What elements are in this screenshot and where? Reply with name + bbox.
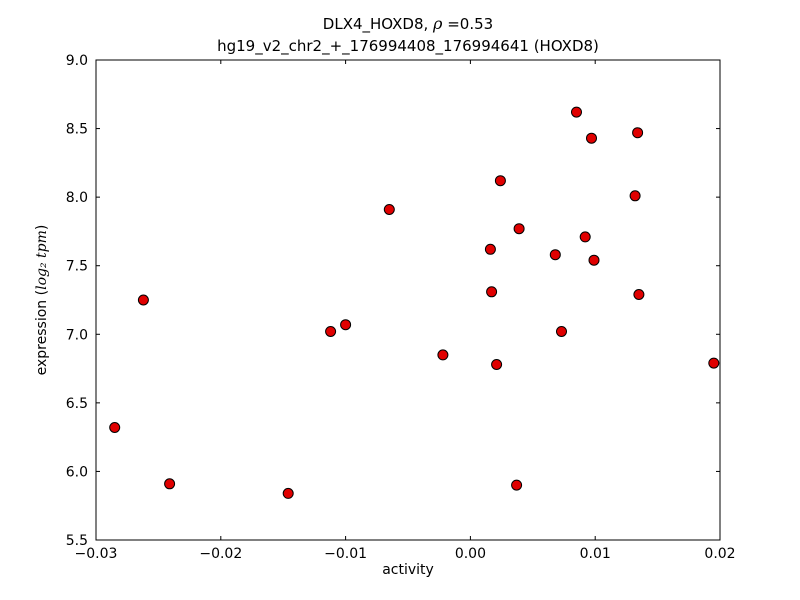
data-point	[484, 243, 496, 255]
data-point	[629, 190, 641, 202]
chart-title: DLX4_HOXD8, ρ =0.53 hg19_v2_chr2_+_17699…	[96, 12, 720, 58]
data-point	[491, 359, 503, 370]
data-point	[340, 319, 352, 331]
title-text-suffix: =0.53	[442, 15, 494, 33]
y-tick-label: 8.5	[66, 122, 88, 138]
y-tick-label: 9.0	[66, 53, 88, 69]
data-point	[633, 289, 645, 300]
chart-title-line1: DLX4_HOXD8, ρ =0.53	[96, 12, 720, 36]
chart-title-line2: hg19_v2_chr2_+_176994408_176994641 (HOXD…	[217, 36, 599, 55]
data-point	[282, 487, 294, 499]
data-point	[383, 204, 395, 215]
y-tick-label: 7.0	[66, 327, 88, 343]
y-label-prefix: expression (	[34, 289, 50, 376]
y-label-suffix: )	[34, 224, 50, 231]
y-axis-label: expression (log₂ tpm)	[34, 225, 50, 376]
y-tick-label: 6.0	[66, 464, 88, 480]
data-point	[164, 478, 176, 490]
y-tick-label: 8.0	[66, 190, 88, 206]
data-point	[556, 326, 567, 337]
title-text-prefix: DLX4_HOXD8,	[322, 15, 434, 33]
x-tick-label: −0.03	[75, 546, 118, 562]
data-point	[513, 223, 525, 235]
data-point	[708, 357, 720, 369]
y-label-math: log₂ tpm	[34, 230, 50, 290]
y-tick-label: 6.5	[66, 396, 88, 412]
x-tick-label: 0.02	[704, 546, 735, 562]
axes-frame	[95, 59, 721, 541]
y-tick-label: 7.5	[66, 259, 88, 275]
data-point	[325, 326, 337, 337]
x-tick-label: 0.01	[580, 546, 611, 562]
data-point	[549, 249, 561, 261]
data-point	[586, 132, 597, 144]
rho-symbol: ρ	[433, 14, 443, 33]
data-point	[494, 175, 506, 187]
data-point	[579, 231, 591, 243]
data-point	[632, 127, 644, 139]
data-point	[486, 286, 498, 298]
y-tick-label: 5.5	[66, 533, 88, 549]
data-point	[109, 422, 121, 433]
data-point	[437, 349, 449, 361]
data-point	[511, 479, 523, 491]
x-tick-label: 0.00	[455, 546, 486, 562]
data-point	[588, 254, 600, 266]
x-tick-label: −0.01	[324, 546, 367, 562]
data-point	[571, 106, 582, 118]
x-tick-label: −0.02	[199, 546, 242, 562]
x-axis-label: activity	[382, 562, 434, 578]
data-point	[137, 294, 149, 306]
